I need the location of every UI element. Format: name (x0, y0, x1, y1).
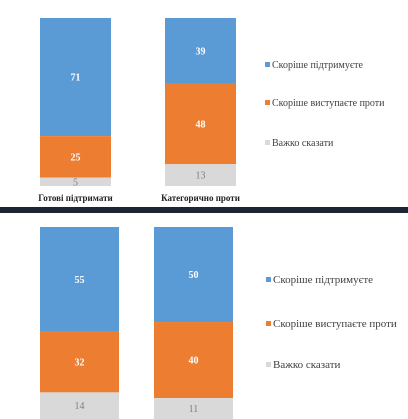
data-label-oppose-1: 32 (75, 357, 85, 368)
bar-segment-unsure-1 (40, 177, 111, 186)
bar-segment-support-2 (154, 227, 233, 323)
data-label-unsure-1: 14 (75, 401, 85, 412)
data-label-support-1: 71 (71, 73, 81, 84)
data-label-unsure-2: 11 (189, 404, 199, 415)
chart-panel-bottom: 55 32 14 50 40 11 Скоріше підтримуєте Скоріше в… (0, 213, 408, 419)
legend-swatch-unsure (265, 140, 270, 145)
legend-swatch-oppose (265, 100, 270, 105)
chart-panel-top: 71 25 5 Готові підтримати 39 48 13 Категорично … (0, 0, 408, 207)
data-label-unsure-2: 13 (196, 171, 206, 182)
legend-swatch-support (265, 62, 270, 67)
legend-swatch-oppose (266, 321, 271, 326)
legend-label-unsure: Важко сказати (273, 359, 341, 371)
legend-swatch-unsure (266, 362, 271, 367)
bar-segment-support-2 (165, 18, 236, 84)
data-label-oppose-1: 25 (71, 152, 81, 163)
data-label-unsure-1: 5 (73, 177, 78, 188)
data-label-oppose-2: 40 (189, 356, 199, 367)
stacked-bar-chart-top: 71 25 5 Готові підтримати 39 48 13 Категорично … (38, 18, 385, 203)
category-label-2: Категорично проти (161, 193, 240, 203)
bar-segment-support-1 (40, 227, 119, 332)
bar-segment-unsure-2 (165, 164, 236, 186)
data-label-oppose-2: 48 (196, 119, 206, 130)
bar-segment-oppose-2 (165, 83, 236, 165)
legend-label-oppose: Скоріше виступаєте проти (272, 98, 385, 109)
legend-swatch-support (266, 277, 271, 282)
bar-segment-oppose-1 (40, 136, 111, 178)
panel-divider (0, 207, 408, 213)
legend-label-unsure: Важко сказати (272, 138, 334, 149)
bar-segment-oppose-1 (40, 331, 119, 393)
data-label-support-2: 50 (189, 270, 199, 281)
data-label-support-2: 39 (196, 46, 206, 57)
legend-label-oppose: Скоріше виступаєте проти (273, 318, 397, 330)
bar-segment-oppose-2 (154, 322, 233, 399)
legend-label-support: Скоріше підтримуєте (272, 60, 363, 71)
category-label-1: Готові підтримати (38, 193, 112, 203)
legend-label-support: Скоріше підтримуєте (273, 274, 373, 286)
bar-segment-unsure-2 (154, 398, 233, 419)
stacked-bar-chart-bottom: 55 32 14 50 40 11 Скоріше підтримуєте Скоріше в… (40, 227, 397, 419)
bar-segment-unsure-1 (40, 392, 119, 419)
data-label-support-1: 55 (75, 275, 85, 286)
bar-segment-support-1 (40, 18, 111, 137)
